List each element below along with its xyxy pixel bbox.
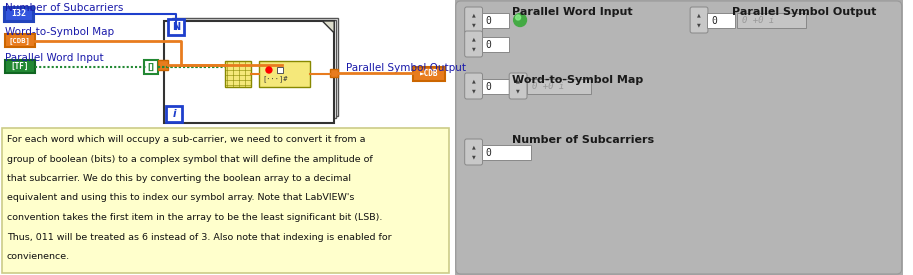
Text: ▼: ▼ [698, 22, 701, 27]
Circle shape [514, 13, 527, 26]
FancyBboxPatch shape [158, 60, 168, 70]
FancyBboxPatch shape [414, 67, 445, 81]
FancyBboxPatch shape [481, 13, 509, 28]
FancyBboxPatch shape [170, 20, 336, 118]
Text: For each word which will occupy a sub-carrier, we need to convert it from a: For each word which will occupy a sub-ca… [7, 135, 365, 144]
FancyBboxPatch shape [509, 73, 527, 99]
FancyBboxPatch shape [737, 13, 806, 28]
Text: group of boolean (bits) to a complex symbol that will define the amplitude of: group of boolean (bits) to a complex sym… [7, 155, 373, 164]
Text: 0: 0 [486, 147, 491, 158]
Text: 0 +0 i: 0 +0 i [532, 82, 564, 91]
Text: ▲: ▲ [516, 79, 520, 84]
FancyBboxPatch shape [481, 37, 509, 52]
Text: Number of Subcarriers: Number of Subcarriers [5, 3, 123, 13]
FancyBboxPatch shape [331, 69, 338, 77]
FancyBboxPatch shape [465, 139, 482, 165]
FancyBboxPatch shape [527, 79, 592, 94]
Polygon shape [322, 21, 334, 33]
FancyBboxPatch shape [259, 61, 310, 87]
FancyBboxPatch shape [164, 21, 334, 123]
FancyBboxPatch shape [5, 60, 35, 73]
Text: Parallel Word Input: Parallel Word Input [5, 53, 103, 63]
Text: Parallel Symbol Output: Parallel Symbol Output [346, 63, 466, 73]
FancyBboxPatch shape [2, 128, 449, 273]
Text: ▼: ▼ [472, 154, 476, 159]
FancyBboxPatch shape [455, 0, 903, 275]
Text: that subcarrier. We do this by converting the boolean array to a decimal: that subcarrier. We do this by convertin… [7, 174, 351, 183]
Text: [TF]: [TF] [11, 62, 29, 71]
Text: Parallel Symbol Output: Parallel Symbol Output [731, 7, 876, 17]
Text: 0: 0 [711, 15, 717, 26]
Circle shape [266, 67, 272, 73]
FancyBboxPatch shape [456, 1, 902, 274]
Text: ▼: ▼ [472, 22, 476, 27]
Text: 0: 0 [486, 15, 491, 26]
Text: []: [] [148, 62, 155, 72]
Text: ▼: ▼ [472, 46, 476, 51]
Text: Number of Subcarriers: Number of Subcarriers [512, 135, 655, 145]
Text: [···]#: [···]# [262, 76, 288, 82]
Text: ▲: ▲ [472, 13, 476, 18]
Text: ▲: ▲ [472, 37, 476, 42]
Text: Thus, 011 will be treated as 6 instead of 3. Also note that indexing is enabled : Thus, 011 will be treated as 6 instead o… [7, 232, 392, 241]
FancyBboxPatch shape [277, 67, 283, 73]
Text: ▲: ▲ [472, 145, 476, 150]
FancyBboxPatch shape [5, 34, 35, 47]
Text: ▲: ▲ [472, 79, 476, 84]
FancyBboxPatch shape [0, 0, 455, 275]
FancyBboxPatch shape [168, 19, 184, 35]
Text: ►CDB: ►CDB [420, 70, 438, 78]
Text: 0: 0 [486, 40, 491, 49]
FancyBboxPatch shape [144, 60, 158, 74]
Text: convienence.: convienence. [7, 252, 70, 261]
Text: I32: I32 [11, 10, 26, 18]
Text: i: i [173, 109, 176, 119]
Text: N: N [172, 22, 180, 32]
FancyBboxPatch shape [465, 73, 482, 99]
Text: 0 +0 i: 0 +0 i [741, 16, 774, 25]
FancyBboxPatch shape [690, 7, 708, 33]
Text: 0: 0 [486, 81, 491, 92]
FancyBboxPatch shape [465, 7, 482, 33]
FancyBboxPatch shape [226, 61, 251, 87]
FancyBboxPatch shape [481, 79, 509, 94]
FancyBboxPatch shape [172, 18, 338, 116]
FancyBboxPatch shape [707, 13, 735, 28]
FancyBboxPatch shape [5, 8, 33, 21]
Text: Parallel Word Input: Parallel Word Input [512, 7, 633, 17]
Text: ▼: ▼ [516, 88, 520, 93]
Text: convention takes the first item in the array to be the least significant bit (LS: convention takes the first item in the a… [7, 213, 383, 222]
FancyBboxPatch shape [465, 31, 482, 57]
Text: ▼: ▼ [472, 88, 476, 93]
Text: [CDB]: [CDB] [9, 37, 31, 44]
Text: equivalent and using this to index our symbol array. Note that LabVIEW's: equivalent and using this to index our s… [7, 194, 354, 202]
Text: ▲: ▲ [698, 13, 701, 18]
FancyBboxPatch shape [481, 145, 531, 160]
Text: Word-to-Symbol Map: Word-to-Symbol Map [5, 27, 114, 37]
Circle shape [516, 15, 520, 20]
FancyBboxPatch shape [166, 106, 182, 122]
Text: Word-to-Symbol Map: Word-to-Symbol Map [512, 75, 644, 85]
